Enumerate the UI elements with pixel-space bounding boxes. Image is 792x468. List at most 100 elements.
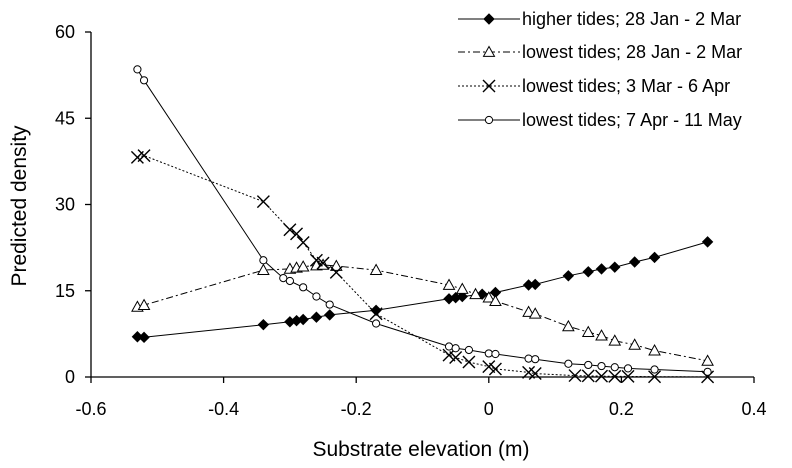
series-line — [137, 241, 708, 338]
circle-marker — [451, 344, 460, 353]
legend-label: lowest tides; 28 Jan - 2 Mar — [522, 42, 742, 62]
circle-marker — [610, 363, 619, 372]
cross-marker — [528, 367, 542, 381]
series-1 — [131, 236, 714, 344]
circle-marker — [584, 360, 593, 370]
diamond-marker — [370, 304, 382, 317]
cross-marker — [296, 235, 310, 249]
circle-marker — [597, 361, 606, 371]
triangle-marker — [595, 329, 608, 341]
circle-marker — [285, 276, 294, 286]
diamond-marker — [323, 309, 336, 321]
legend-label: lowest tides; 3 Mar - 6 Apr — [522, 76, 730, 96]
triangle-marker — [581, 325, 595, 338]
legend-item: lowest tides; 3 Mar - 6 Apr — [458, 76, 730, 96]
cross-marker — [290, 227, 304, 241]
circle-marker — [524, 354, 533, 363]
triangle-marker — [137, 298, 151, 311]
circle-marker — [371, 319, 381, 328]
triangle-marker — [522, 305, 535, 317]
x-axis-label: Substrate elevation (m) — [312, 438, 529, 461]
triangle-marker — [489, 294, 502, 306]
diamond-marker — [628, 256, 641, 268]
circle-marker — [139, 76, 149, 85]
y-tick-label: 15 — [55, 281, 75, 301]
diamond-marker — [456, 290, 468, 303]
legend-label: lowest tides; 7 Apr - 11 May — [522, 110, 742, 130]
triangle-marker — [296, 260, 310, 272]
y-tick-label: 30 — [55, 195, 75, 215]
y-axis-ticks: 0 15 30 45 60 — [55, 22, 91, 387]
triangle-marker — [469, 287, 482, 300]
cross-marker — [568, 369, 582, 383]
triangle-marker — [562, 319, 575, 332]
circle-marker — [623, 364, 633, 373]
series-line — [137, 155, 708, 378]
cross-marker — [329, 265, 343, 279]
triangle-marker — [369, 263, 383, 275]
triangle-marker — [528, 307, 542, 319]
y-tick-label: 45 — [55, 108, 75, 128]
cross-marker — [256, 195, 270, 209]
circle-marker — [564, 359, 573, 368]
triangle-marker — [648, 344, 661, 356]
series-layer — [130, 65, 715, 384]
diamond-marker — [648, 251, 661, 264]
legend-cross-marker — [482, 79, 496, 93]
cross-marker — [316, 256, 330, 270]
diamond-marker — [562, 270, 575, 282]
triangle-marker — [628, 338, 642, 350]
series-line — [137, 264, 708, 362]
circle-marker — [299, 283, 308, 292]
triangle-marker — [257, 263, 270, 275]
circle-marker — [259, 256, 268, 265]
legend-label: higher tides; 28 Jan - 2 Mar — [522, 9, 741, 29]
series-3 — [130, 149, 715, 384]
cross-marker — [137, 149, 151, 163]
triangle-marker — [608, 334, 622, 346]
cross-marker — [462, 355, 476, 369]
diamond-marker — [297, 313, 309, 326]
x-tick-label: 0.4 — [741, 399, 766, 419]
cross-marker — [369, 307, 383, 321]
diamond-marker — [582, 266, 594, 278]
triangle-marker — [329, 259, 343, 271]
x-tick-label: -0.2 — [341, 399, 372, 419]
x-axis-ticks: -0.6 -0.4 -0.2 0 0.2 0.4 — [75, 377, 767, 419]
triangle-marker — [482, 291, 496, 303]
circle-marker — [312, 292, 321, 301]
y-axis-label: Predicted density — [8, 125, 31, 287]
triangle-marker — [701, 354, 714, 366]
circle-marker — [484, 349, 493, 358]
cross-marker — [488, 362, 502, 376]
series-2 — [131, 258, 714, 366]
triangle-marker — [442, 278, 456, 290]
circle-marker — [279, 274, 288, 283]
cross-marker — [608, 369, 622, 383]
cross-marker — [309, 253, 323, 267]
legend-circle-marker — [484, 115, 494, 125]
circle-marker — [650, 365, 659, 374]
legend-item: lowest tides; 28 Jan - 2 Mar — [458, 42, 742, 62]
cross-marker — [595, 369, 609, 383]
circle-marker — [531, 355, 540, 364]
diamond-marker — [138, 331, 150, 344]
x-tick-label: 0.2 — [609, 399, 634, 419]
diamond-marker — [529, 278, 541, 291]
legend: higher tides; 28 Jan - 2 Mar lowest tides… — [458, 9, 742, 130]
series-4 — [133, 65, 712, 376]
diamond-marker — [595, 263, 608, 275]
cross-marker — [648, 370, 662, 384]
circle-marker — [464, 345, 474, 355]
diamond-marker — [609, 261, 621, 273]
x-tick-label: 0 — [484, 399, 494, 419]
circle-marker — [491, 349, 500, 359]
cross-marker — [581, 369, 595, 383]
y-tick-label: 60 — [55, 22, 75, 42]
diamond-marker — [310, 311, 323, 323]
cross-marker — [621, 369, 635, 383]
circle-marker — [133, 65, 142, 74]
cross-marker — [449, 350, 463, 364]
legend-item: higher tides; 28 Jan - 2 Mar — [458, 9, 741, 29]
